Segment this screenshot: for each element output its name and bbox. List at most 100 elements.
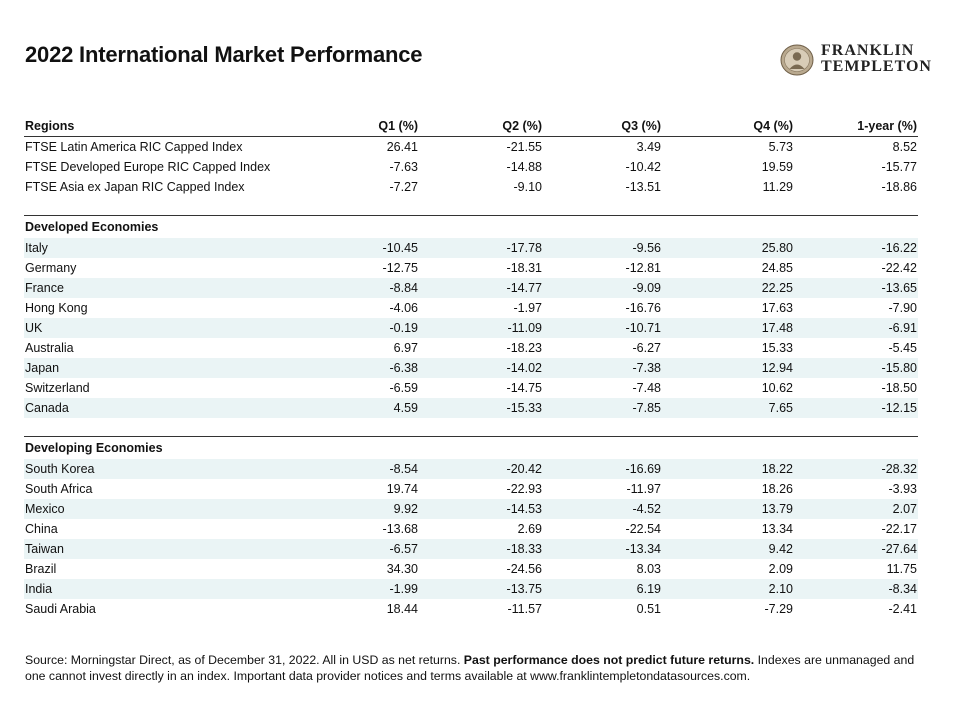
table-row: Japan -6.38 -14.02 -7.38 12.94 -15.80 [24, 358, 918, 378]
value-cell: 11.29 [762, 180, 793, 194]
value-cell: -10.42 [625, 160, 661, 174]
value-cell: -4.06 [389, 301, 419, 315]
value-cell: -15.80 [794, 358, 918, 378]
value-cell: -6.38 [346, 358, 419, 378]
value-cell: -15.77 [881, 160, 917, 174]
column-header-q2: Q2 (%) [419, 116, 543, 137]
column-header-q3: Q3 (%) [543, 116, 662, 137]
column-header-1-year: 1-year (%) [794, 116, 918, 137]
footnote-text-2: Indexes are unmanaged and one cannot inv… [25, 653, 915, 683]
spacer-cell [24, 418, 918, 437]
portrait-seal-icon [780, 44, 814, 76]
value-cell: 13.34 [761, 522, 793, 536]
value-cell: -3.93 [888, 482, 918, 496]
value-cell: 6.97 [393, 341, 418, 355]
value-cell: -15.33 [419, 398, 543, 418]
page-title: 2022 International Market Performance [25, 42, 423, 67]
value-cell: 10.62 [761, 381, 793, 395]
value-cell: -18.31 [506, 261, 542, 275]
value-cell: -16.22 [794, 238, 918, 258]
value-cell: -18.50 [881, 381, 917, 395]
value-cell: -18.23 [506, 341, 542, 355]
value-cell: -13.68 [382, 522, 418, 536]
value-cell: -2.41 [888, 602, 918, 616]
table-row: FTSE Latin America RIC Capped Index 26.41… [24, 137, 918, 158]
row-label: France [24, 278, 346, 298]
row-label: Taiwan [24, 539, 346, 559]
value-cell: -7.90 [888, 301, 918, 315]
value-cell: -9.10 [513, 180, 543, 194]
value-cell: 18.44 [386, 602, 418, 616]
section-spacer [24, 418, 918, 437]
table-row: Canada 4.59 -15.33 -7.85 7.65 -12.15 [24, 398, 918, 418]
row-label: FTSE Latin America RIC Capped Index [25, 140, 243, 154]
value-cell: -27.64 [794, 539, 918, 559]
value-cell: -1.99 [346, 579, 419, 599]
value-cell: -12.15 [794, 398, 918, 418]
value-cell: 17.63 [761, 301, 793, 315]
value-cell: 24.85 [761, 261, 793, 275]
row-label: Mexico [24, 499, 346, 519]
value-cell: -28.32 [794, 459, 918, 479]
value-cell: -6.59 [389, 381, 419, 395]
value-cell: -14.53 [419, 499, 543, 519]
value-cell: 8.03 [636, 562, 661, 576]
value-cell: -6.27 [632, 341, 662, 355]
table-row: France -8.84 -14.77 -9.09 22.25 -13.65 [24, 278, 918, 298]
table-row: Italy -10.45 -17.78 -9.56 25.80 -16.22 [24, 238, 918, 258]
row-label: India [24, 579, 346, 599]
value-cell: 15.33 [761, 341, 793, 355]
table-row: Australia 6.97 -18.23 -6.27 15.33 -5.45 [24, 338, 918, 358]
value-cell: -16.69 [543, 459, 662, 479]
value-cell: 2.10 [662, 579, 794, 599]
value-cell: 34.30 [386, 562, 418, 576]
value-cell: -5.45 [888, 341, 918, 355]
value-cell: 6.19 [543, 579, 662, 599]
value-cell: -11.57 [507, 602, 542, 616]
value-cell: -7.85 [543, 398, 662, 418]
row-label: South Africa [25, 482, 93, 496]
section-heading: Developing Economies [24, 436, 918, 459]
row-label: UK [24, 318, 346, 338]
value-cell: -24.56 [506, 562, 542, 576]
value-cell: -9.09 [543, 278, 662, 298]
row-label: China [25, 522, 58, 536]
value-cell: -22.93 [506, 482, 542, 496]
table-row: Hong Kong -4.06 -1.97 -16.76 17.63 -7.90 [24, 298, 918, 318]
row-label: Italy [24, 238, 346, 258]
value-cell: -16.76 [625, 301, 661, 315]
table-row: FTSE Asia ex Japan RIC Capped Index -7.27… [24, 177, 918, 197]
row-label: Saudi Arabia [25, 602, 96, 616]
value-cell: 9.42 [662, 539, 794, 559]
spacer-cell [24, 197, 918, 216]
table-row: Taiwan -6.57 -18.33 -13.34 9.42 -27.64 [24, 539, 918, 559]
table-row: Germany -12.75 -18.31 -12.81 24.85 -22.42 [24, 258, 918, 278]
column-header-regions: Regions [24, 116, 346, 137]
table-row: FTSE Developed Europe RIC Capped Index -7… [24, 157, 918, 177]
value-cell: -21.55 [506, 140, 542, 154]
value-cell: -11.09 [419, 318, 543, 338]
value-cell: -4.52 [543, 499, 662, 519]
row-label: Hong Kong [25, 301, 88, 315]
value-cell: 5.73 [768, 140, 793, 154]
value-cell: -8.34 [794, 579, 918, 599]
value-cell: -22.42 [881, 261, 917, 275]
value-cell: -14.77 [419, 278, 543, 298]
row-label: South Korea [24, 459, 346, 479]
row-label: Australia [25, 341, 74, 355]
value-cell: -7.38 [543, 358, 662, 378]
value-cell: 13.79 [662, 499, 794, 519]
value-cell: 18.26 [761, 482, 793, 496]
value-cell: 19.74 [386, 482, 418, 496]
value-cell: -6.57 [346, 539, 419, 559]
value-cell: -7.63 [389, 160, 419, 174]
value-cell: -12.81 [625, 261, 661, 275]
value-cell: -8.54 [346, 459, 419, 479]
value-cell: 26.41 [386, 140, 418, 154]
value-cell: -0.19 [346, 318, 419, 338]
value-cell: -1.97 [513, 301, 543, 315]
value-cell: -14.75 [506, 381, 542, 395]
value-cell: -9.56 [543, 238, 662, 258]
value-cell: -18.86 [881, 180, 917, 194]
value-cell: 2.69 [517, 522, 542, 536]
